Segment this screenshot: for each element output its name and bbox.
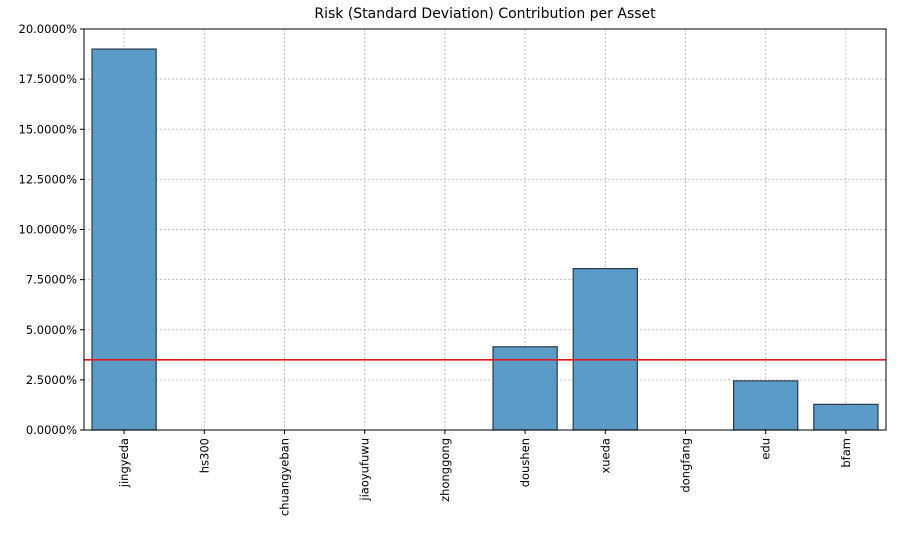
bar-bfam <box>813 403 879 431</box>
y-tick-label: 15.0000% <box>19 122 78 136</box>
x-tick-label: jiaoyufuwu <box>358 438 372 502</box>
bar-edu <box>733 380 799 431</box>
y-tick-label: 2.5000% <box>26 373 77 387</box>
x-tick-label: jingyeda <box>117 438 131 488</box>
bar-jingyeda <box>91 48 157 431</box>
bar-xueda <box>572 267 638 431</box>
axis-layer: 0.0000% 2.5000% 5.0000% 7.5000% 10.0000% 12.5… <box>19 22 853 516</box>
x-tick-label: edu <box>759 438 773 460</box>
x-tick-label: dongfang <box>679 438 693 493</box>
y-tick-label: 7.5000% <box>26 273 77 287</box>
bars-layer <box>91 48 879 431</box>
y-tick-label: 0.0000% <box>26 423 77 437</box>
x-tick-label: hs300 <box>197 438 211 473</box>
grid-layer <box>84 28 886 431</box>
y-tick-label: 20.0000% <box>19 22 78 36</box>
x-tick-label: xueda <box>598 438 612 474</box>
y-tick-label: 12.5000% <box>19 172 78 186</box>
y-tick-label: 10.0000% <box>19 223 78 237</box>
y-tick-label: 5.0000% <box>26 323 77 337</box>
x-tick-label: doushen <box>518 438 532 487</box>
x-tick-label: bfam <box>839 438 853 468</box>
chart-title: Risk (Standard Deviation) Contribution p… <box>314 6 656 22</box>
y-tick-label: 17.5000% <box>19 72 78 86</box>
x-tick-label: zhonggong <box>438 438 452 502</box>
x-tick-label: chuangyeban <box>278 438 292 516</box>
